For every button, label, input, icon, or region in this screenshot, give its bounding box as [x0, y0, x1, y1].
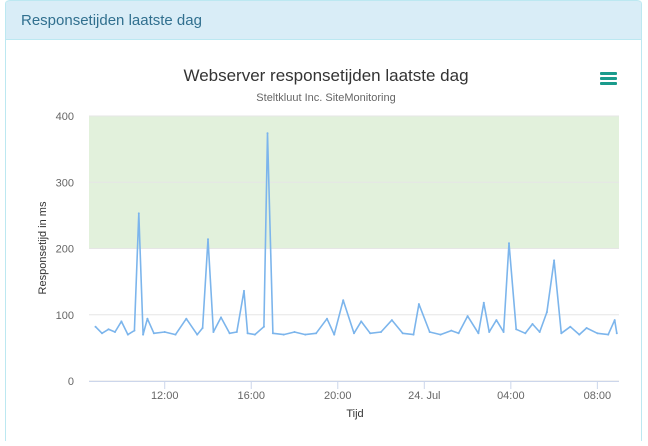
y-tick-label: 300: [56, 177, 74, 189]
data-point[interactable]: [133, 329, 136, 332]
data-point[interactable]: [101, 332, 103, 335]
data-point[interactable]: [417, 303, 420, 306]
y-tick-label: 0: [68, 376, 74, 388]
data-point[interactable]: [271, 332, 274, 335]
data-point[interactable]: [482, 301, 485, 304]
data-point[interactable]: [531, 323, 534, 325]
data-point[interactable]: [243, 289, 245, 292]
data-point[interactable]: [515, 328, 518, 331]
data-point[interactable]: [380, 331, 382, 333]
data-point[interactable]: [369, 332, 372, 335]
data-point[interactable]: [120, 320, 123, 323]
data-point[interactable]: [412, 333, 415, 336]
data-point[interactable]: [146, 317, 149, 320]
data-point[interactable]: [488, 331, 491, 333]
data-point[interactable]: [615, 332, 618, 335]
y-tick-label: 100: [56, 310, 74, 322]
data-point[interactable]: [126, 333, 129, 336]
data-point[interactable]: [246, 332, 249, 335]
x-tick-label: 08:00: [584, 390, 612, 402]
data-point[interactable]: [401, 332, 404, 335]
panel-title: Responsetijden laatste dag: [21, 12, 202, 29]
data-point[interactable]: [538, 331, 541, 333]
data-point[interactable]: [524, 332, 527, 335]
data-point[interactable]: [152, 332, 155, 335]
data-point[interactable]: [596, 332, 599, 335]
data-point[interactable]: [196, 333, 199, 336]
chart-title: Webserver responsetijden laatste dag: [183, 66, 468, 85]
data-point[interactable]: [607, 333, 610, 336]
data-point[interactable]: [477, 332, 480, 335]
data-point[interactable]: [107, 328, 110, 331]
data-point[interactable]: [207, 238, 209, 241]
x-tick-label: 24. Jul: [408, 390, 440, 402]
data-point[interactable]: [235, 331, 238, 333]
data-point[interactable]: [560, 332, 563, 335]
data-point[interactable]: [508, 242, 510, 245]
x-tick-label: 12:00: [151, 390, 179, 402]
data-point[interactable]: [326, 317, 328, 320]
data-point[interactable]: [266, 132, 269, 135]
x-tick-label: 16:00: [237, 390, 265, 402]
y-tick-label: 200: [56, 244, 74, 256]
x-tick-label: 04:00: [497, 390, 525, 402]
data-point[interactable]: [342, 299, 345, 302]
data-point[interactable]: [212, 331, 215, 333]
hamburger-menu-icon: [600, 72, 617, 85]
data-point[interactable]: [304, 333, 307, 336]
data-point[interactable]: [94, 325, 97, 328]
x-axis-title: Tijd: [346, 408, 363, 420]
data-point[interactable]: [333, 333, 336, 336]
data-point[interactable]: [137, 212, 140, 215]
data-point[interactable]: [353, 332, 355, 335]
chart-panel: Responsetijden laatste dag Webserver res…: [5, 0, 642, 441]
chart-subtitle: Steltkluut Inc. SiteMonitoring: [256, 92, 395, 104]
data-point[interactable]: [220, 316, 222, 319]
data-point[interactable]: [585, 327, 588, 329]
y-axis-title: Responsetijd in ms: [37, 201, 49, 294]
data-point[interactable]: [390, 319, 393, 322]
data-point[interactable]: [282, 333, 285, 336]
data-point[interactable]: [114, 331, 116, 333]
chart-menu-button[interactable]: [594, 63, 620, 85]
data-point[interactable]: [439, 333, 442, 336]
line-chart: Webserver responsetijden laatste dag Ste…: [37, 63, 620, 420]
data-point[interactable]: [163, 331, 166, 333]
data-point[interactable]: [253, 333, 256, 336]
data-point[interactable]: [293, 331, 296, 333]
data-point[interactable]: [315, 332, 318, 335]
chart-container: Webserver responsetijden laatste dag Ste…: [6, 41, 643, 441]
x-tick-label: 20:00: [324, 390, 352, 402]
y-tick-label: 400: [56, 111, 74, 123]
panel-heading: Responsetijden laatste dag: [6, 0, 641, 40]
data-point[interactable]: [545, 311, 548, 314]
data-point[interactable]: [466, 315, 469, 318]
data-point[interactable]: [495, 319, 498, 322]
data-point[interactable]: [228, 332, 231, 335]
data-point[interactable]: [553, 259, 556, 262]
data-point[interactable]: [450, 329, 453, 332]
data-point[interactable]: [428, 331, 431, 333]
data-point[interactable]: [360, 320, 363, 323]
data-point[interactable]: [569, 325, 572, 328]
data-point[interactable]: [457, 332, 460, 335]
data-point[interactable]: [142, 333, 145, 336]
data-point[interactable]: [613, 319, 616, 322]
data-point[interactable]: [578, 333, 581, 336]
data-point[interactable]: [201, 327, 204, 329]
data-point[interactable]: [174, 333, 177, 336]
data-point[interactable]: [502, 331, 505, 333]
data-point[interactable]: [185, 317, 188, 320]
data-point[interactable]: [262, 325, 265, 328]
